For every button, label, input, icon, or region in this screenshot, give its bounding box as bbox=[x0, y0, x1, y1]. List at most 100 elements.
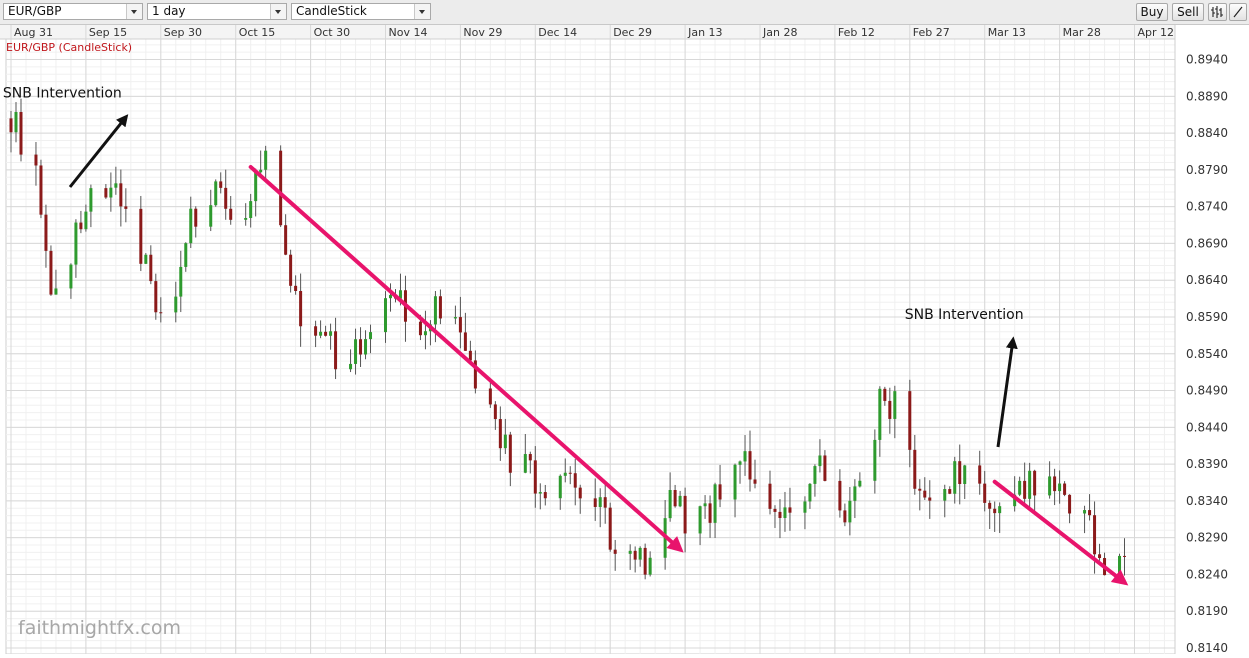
chart-area[interactable]: SNB Intervention SNB Intervention Aug 31 S… bbox=[0, 25, 1249, 658]
candle-down bbox=[673, 489, 677, 507]
candle-down bbox=[294, 285, 298, 291]
chevron-down-icon bbox=[414, 4, 430, 19]
candle-down bbox=[1093, 515, 1097, 555]
y-tick-label: 0.8240 bbox=[1186, 567, 1228, 581]
candle-down bbox=[324, 331, 328, 336]
candle-up bbox=[818, 455, 822, 467]
symbol-select-value: EUR/GBP bbox=[8, 4, 62, 18]
x-tick-label: Nov 14 bbox=[389, 26, 428, 39]
candle-down bbox=[284, 225, 288, 255]
candle-up bbox=[678, 495, 682, 507]
indicators-icon bbox=[1211, 6, 1223, 18]
x-tick-label: Dec 14 bbox=[538, 26, 577, 39]
chevron-down-icon bbox=[270, 4, 286, 19]
candle-down bbox=[923, 490, 927, 498]
buy-button[interactable]: Buy bbox=[1136, 3, 1168, 21]
chart-title: EUR/GBP (CandleStick) bbox=[6, 41, 132, 54]
chart-toolbar: EUR/GBP 1 day CandleStick Buy Sell bbox=[0, 0, 1249, 25]
sell-button[interactable]: Sell bbox=[1172, 3, 1204, 21]
candle-up bbox=[1058, 483, 1062, 492]
timeframe-select[interactable]: 1 day bbox=[147, 3, 287, 20]
candle-up bbox=[648, 557, 652, 575]
candle-down bbox=[334, 331, 338, 370]
candle-up bbox=[1018, 480, 1022, 495]
candle-up bbox=[563, 472, 567, 476]
candle-up bbox=[733, 464, 737, 500]
candle-down bbox=[1053, 476, 1057, 492]
pencil-icon bbox=[1233, 6, 1243, 18]
x-tick-label: Sep 15 bbox=[89, 26, 127, 39]
candle-up bbox=[953, 461, 957, 494]
candle-down bbox=[533, 460, 537, 494]
draw-tool-button[interactable] bbox=[1229, 3, 1247, 21]
symbol-select[interactable]: EUR/GBP bbox=[3, 3, 143, 20]
candle-down bbox=[883, 388, 887, 401]
candle-up bbox=[354, 339, 358, 364]
candle-down bbox=[748, 451, 752, 480]
candle-up bbox=[84, 211, 88, 230]
candlestick-chart[interactable]: SNB Intervention SNB Intervention Aug 31 S… bbox=[0, 25, 1249, 655]
candle-down bbox=[314, 326, 318, 336]
candle-up bbox=[264, 150, 268, 170]
candle-up bbox=[74, 222, 78, 265]
y-tick-label: 0.8140 bbox=[1186, 641, 1228, 654]
candle-down bbox=[79, 222, 83, 230]
candle-up bbox=[698, 506, 702, 534]
candle-down bbox=[593, 498, 597, 507]
annotation-label: SNB Intervention bbox=[905, 307, 1024, 323]
candle-up bbox=[783, 507, 787, 518]
candle-up bbox=[319, 331, 323, 336]
candle-up bbox=[384, 298, 387, 333]
x-tick-label: Sep 30 bbox=[164, 26, 202, 39]
x-tick-label: Jan 28 bbox=[762, 26, 797, 39]
y-tick-label: 0.8840 bbox=[1186, 126, 1228, 140]
candle-down bbox=[119, 183, 123, 207]
candle-up bbox=[174, 296, 178, 313]
candle-down bbox=[49, 250, 53, 295]
candle-up bbox=[349, 363, 353, 370]
y-tick-label: 0.8740 bbox=[1186, 200, 1228, 214]
candle-down bbox=[418, 321, 422, 336]
y-tick-label: 0.8340 bbox=[1186, 494, 1228, 508]
candle-down bbox=[219, 181, 223, 188]
candle-down bbox=[508, 434, 512, 473]
candle-down bbox=[124, 206, 128, 209]
candle-up bbox=[538, 492, 542, 494]
candle-up bbox=[738, 461, 742, 465]
x-tick-label: Aug 31 bbox=[14, 26, 53, 39]
x-tick-label: Feb 27 bbox=[913, 26, 950, 39]
candle-down bbox=[573, 473, 577, 488]
candle-up bbox=[1028, 470, 1032, 499]
x-tick-label: Jan 13 bbox=[687, 26, 722, 39]
y-tick-label: 0.8890 bbox=[1186, 89, 1228, 103]
candle-down bbox=[838, 480, 842, 511]
chart-type-select[interactable]: CandleStick bbox=[291, 3, 431, 20]
candle-up bbox=[743, 451, 747, 462]
candle-down bbox=[543, 492, 547, 499]
y-axis-labels: 0.8140 0.8190 0.8240 0.8290 0.8340 0.8390 0.84… bbox=[1174, 25, 1249, 655]
x-tick-label: Oct 15 bbox=[239, 26, 276, 39]
candle-down bbox=[928, 497, 932, 501]
candle-down bbox=[683, 495, 687, 534]
indicators-button[interactable] bbox=[1208, 3, 1227, 21]
candle-down bbox=[224, 187, 228, 209]
candle-down bbox=[753, 479, 757, 484]
candle-down bbox=[104, 188, 108, 198]
candle-down bbox=[978, 465, 982, 484]
candle-up bbox=[998, 506, 1002, 514]
candle-up bbox=[803, 501, 807, 513]
candle-down bbox=[154, 281, 158, 313]
candle-up bbox=[433, 296, 437, 325]
candle-down bbox=[149, 254, 153, 282]
x-tick-label: Oct 30 bbox=[314, 26, 351, 39]
candle-down bbox=[823, 455, 827, 481]
candle-down bbox=[34, 154, 38, 166]
candle-down bbox=[948, 489, 952, 494]
y-tick-label: 0.8640 bbox=[1186, 273, 1228, 287]
candle-down bbox=[44, 214, 48, 251]
candle-down bbox=[1088, 510, 1092, 516]
y-tick-label: 0.8190 bbox=[1186, 604, 1228, 618]
candle-down bbox=[438, 296, 442, 319]
x-tick-label: Apr 12 bbox=[1138, 26, 1175, 39]
annotations: SNB Intervention SNB Intervention bbox=[3, 85, 1024, 448]
